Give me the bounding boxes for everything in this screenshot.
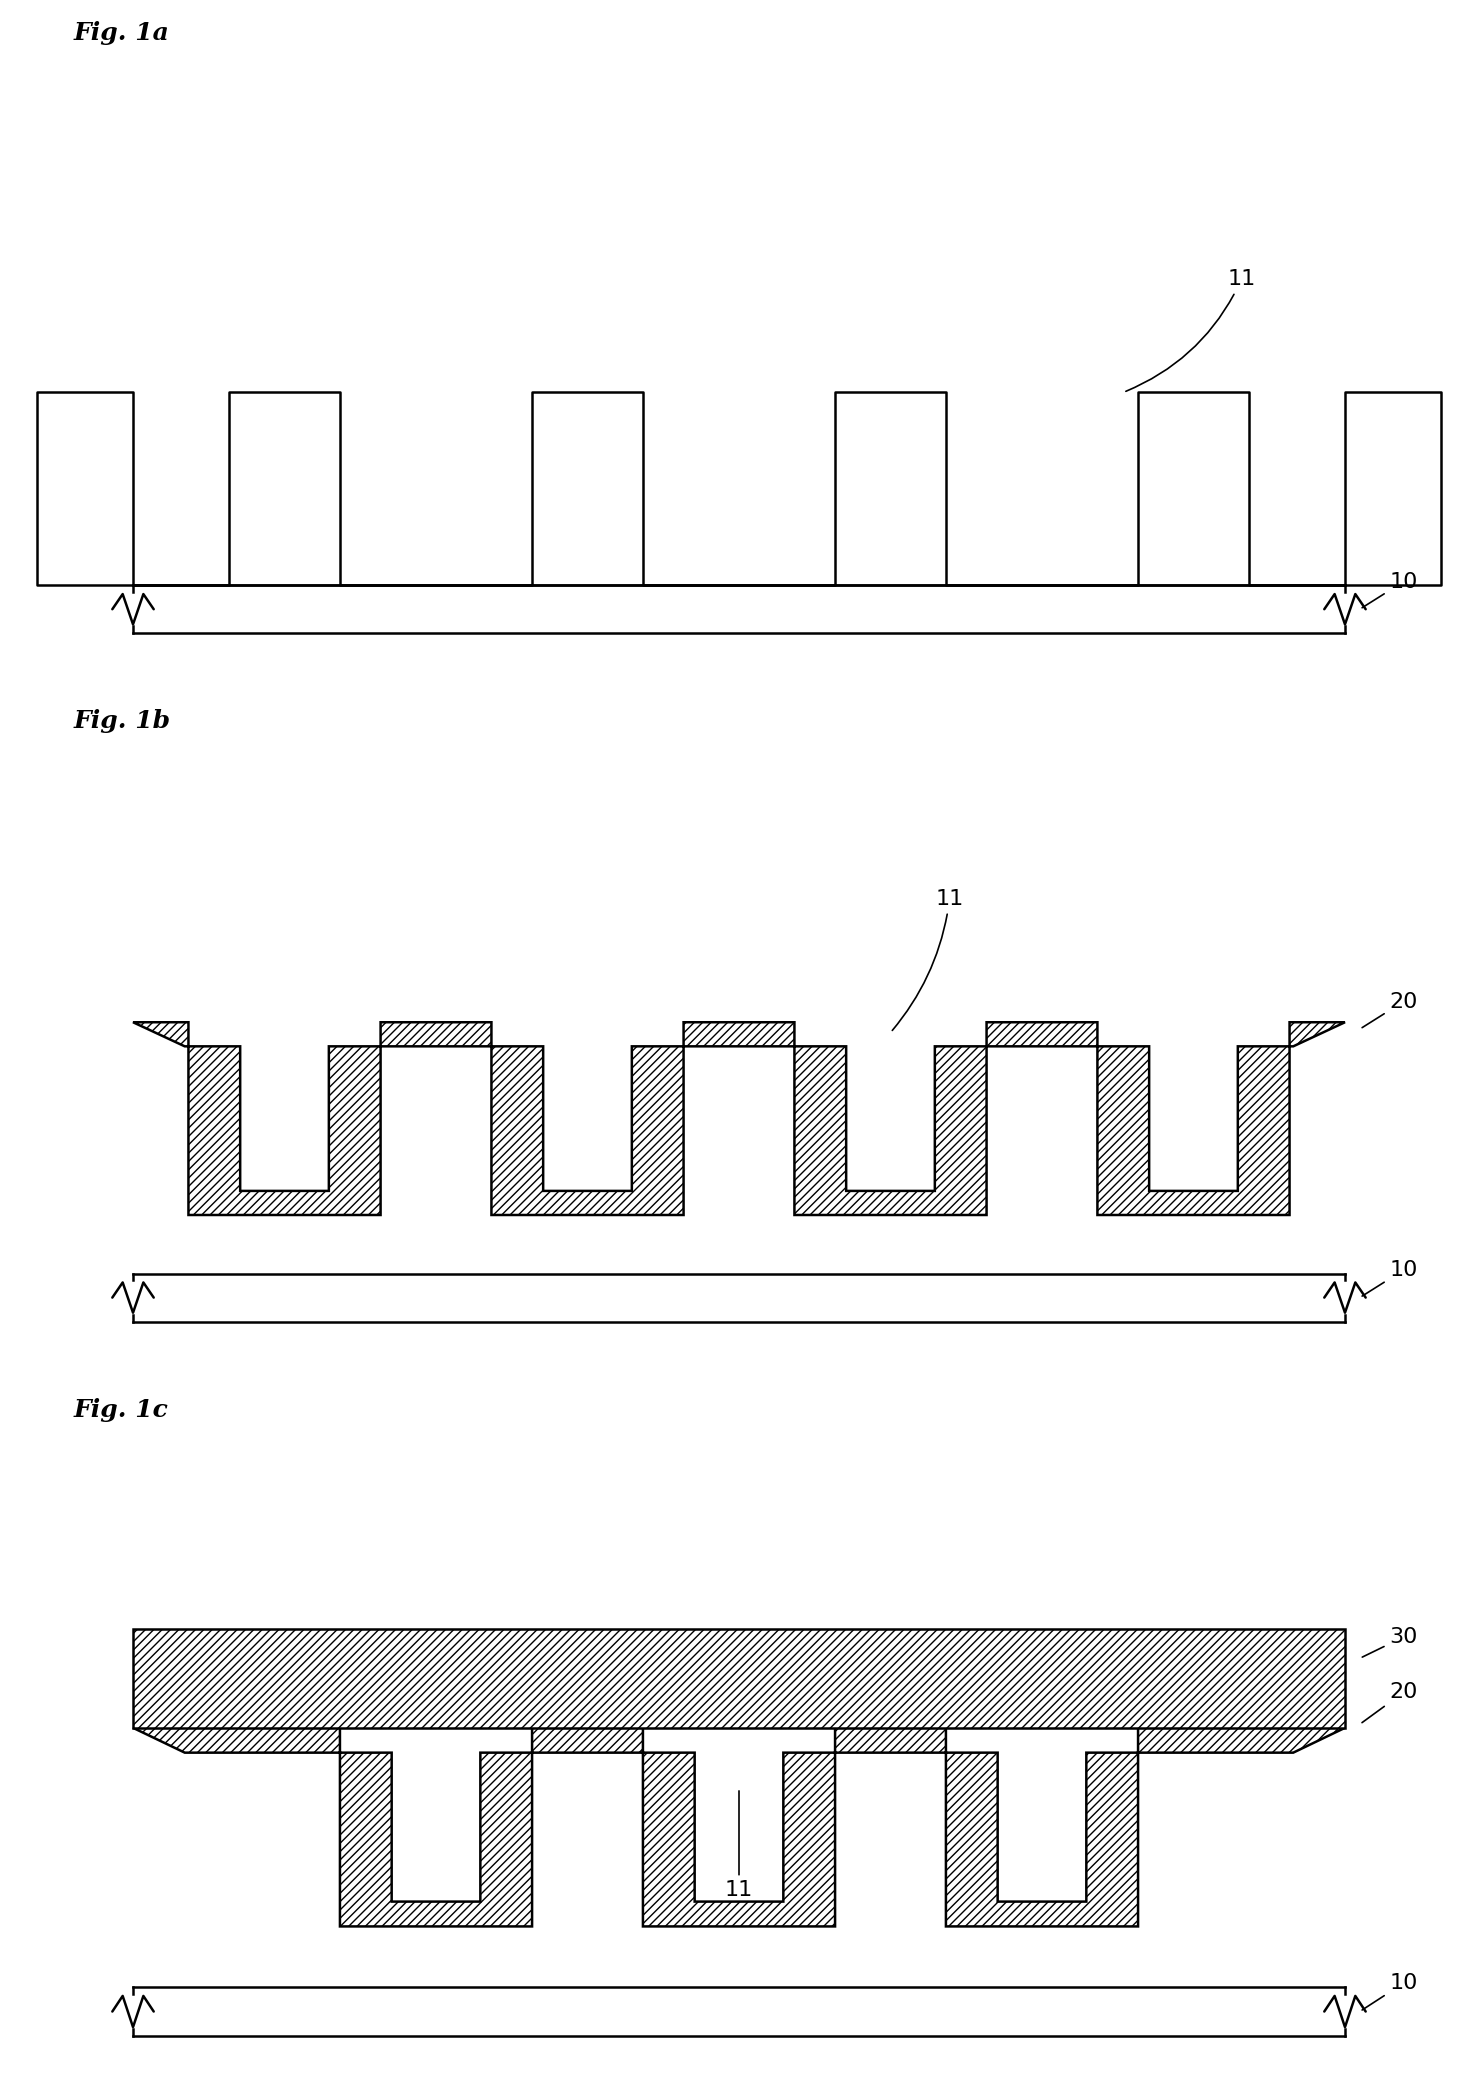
Polygon shape bbox=[133, 1022, 1345, 1214]
Text: 10: 10 bbox=[1363, 572, 1417, 607]
Text: 11: 11 bbox=[724, 1792, 754, 1900]
Text: 20: 20 bbox=[1363, 1683, 1417, 1723]
Text: 11: 11 bbox=[1126, 269, 1256, 392]
Polygon shape bbox=[133, 1629, 1345, 1727]
Text: Fig. 1c: Fig. 1c bbox=[74, 1398, 168, 1423]
Text: 10: 10 bbox=[1363, 1973, 1417, 2011]
Text: 10: 10 bbox=[1363, 1260, 1417, 1295]
Text: 20: 20 bbox=[1363, 991, 1417, 1028]
Text: 11: 11 bbox=[893, 889, 964, 1030]
Text: Fig. 1a: Fig. 1a bbox=[74, 21, 170, 44]
Polygon shape bbox=[133, 1727, 1345, 1927]
Text: Fig. 1b: Fig. 1b bbox=[74, 709, 171, 732]
Text: 30: 30 bbox=[1363, 1627, 1417, 1656]
